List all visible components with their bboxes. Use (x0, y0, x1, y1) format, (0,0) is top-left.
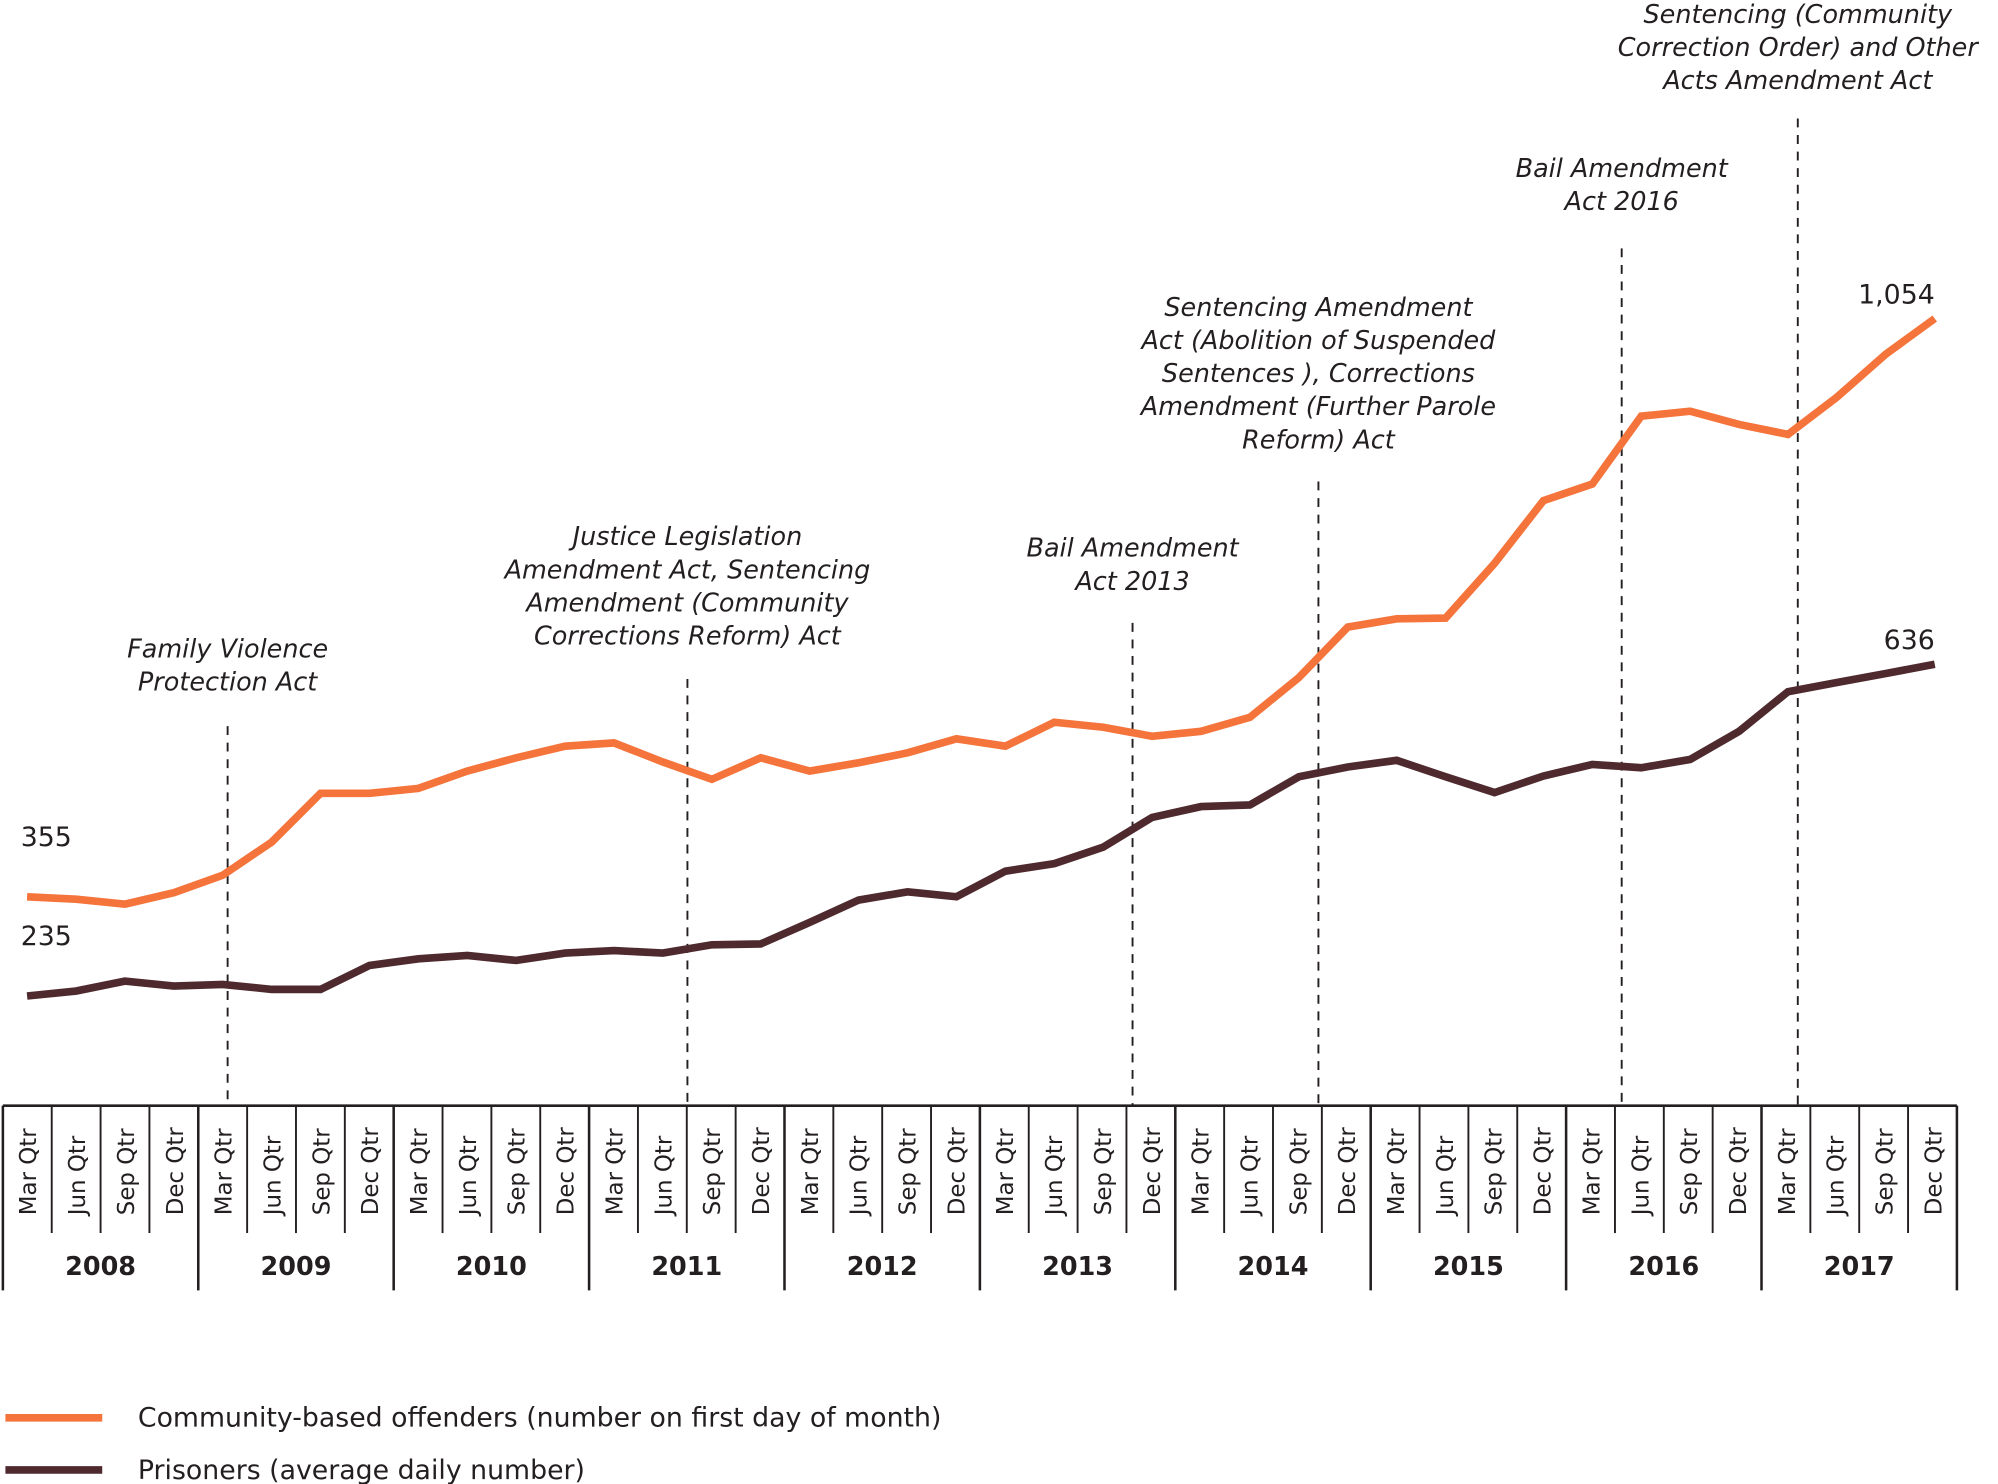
annotation-label: Act 2016 (1563, 187, 1679, 217)
year-tick-label: 2010 (456, 1252, 527, 1282)
annotation-label: Corrections Reform) Act (534, 622, 842, 652)
quarter-tick-label: Dec Qtr (358, 1127, 384, 1216)
quarter-tick-label: Mar Qtr (993, 1128, 1019, 1216)
year-tick-label: 2017 (1824, 1252, 1895, 1282)
quarter-tick-label: Dec Qtr (1921, 1127, 1947, 1216)
end-value-label: 1,054 (1858, 279, 1935, 310)
annotation-label: Justice Legislation (568, 522, 803, 552)
quarter-tick-label: Sep Qtr (1873, 1128, 1899, 1215)
quarter-tick-label: Sep Qtr (505, 1128, 531, 1215)
legend-label: Community-based offenders (number on fir… (138, 1403, 942, 1434)
quarter-tick-label: Jun Qtr (651, 1135, 677, 1217)
quarter-tick-label: Jun Qtr (847, 1135, 873, 1217)
quarter-tick-label: Sep Qtr (1482, 1128, 1508, 1215)
quarter-tick-label: Sep Qtr (896, 1128, 922, 1215)
quarter-tick-label: Mar Qtr (798, 1128, 824, 1216)
annotation-label: Amendment (Community (524, 588, 849, 618)
annotation-label: Sentencing Amendment (1164, 293, 1473, 323)
year-tick-label: 2012 (847, 1252, 918, 1282)
annotation-label: Reform) Act (1242, 425, 1396, 455)
annotation-label: Correction Order) and Other (1618, 33, 1980, 63)
quarter-tick-label: Dec Qtr (554, 1127, 580, 1216)
quarter-tick-label: Mar Qtr (1775, 1128, 1801, 1216)
year-tick-label: 2009 (261, 1252, 332, 1282)
quarter-tick-label: Jun Qtr (1628, 1135, 1654, 1217)
quarter-tick-label: Dec Qtr (1531, 1127, 1557, 1216)
quarter-tick-label: Mar Qtr (212, 1128, 238, 1216)
quarter-tick-label: Sep Qtr (1677, 1128, 1703, 1215)
series-line-prisoners (26, 660, 1936, 1000)
start-value-label: 355 (21, 822, 72, 853)
quarter-tick-label: Dec Qtr (163, 1127, 189, 1216)
year-tick-label: 2015 (1433, 1252, 1504, 1282)
annotation-label: Family Violence (127, 634, 328, 664)
legend-label: Prisoners (average daily number) (138, 1455, 585, 1484)
quarter-tick-label: Sep Qtr (309, 1128, 335, 1215)
start-value-label: 235 (21, 921, 72, 952)
annotation-label: Acts Amendment Act (1661, 66, 1933, 96)
annotation-label: Act (Abolition of Suspended (1139, 326, 1496, 356)
quarter-tick-label: Mar Qtr (1579, 1128, 1605, 1216)
quarter-tick-label: Mar Qtr (1384, 1128, 1410, 1216)
quarter-tick-label: Jun Qtr (1433, 1135, 1459, 1217)
quarter-tick-label: Jun Qtr (1824, 1135, 1850, 1217)
quarter-tick-label: Sep Qtr (700, 1128, 726, 1215)
annotation-label: Amendment Act, Sentencing (503, 555, 871, 585)
quarter-tick-label: Sep Qtr (1091, 1128, 1117, 1215)
quarter-tick-label: Dec Qtr (1335, 1127, 1361, 1216)
year-tick-label: 2014 (1238, 1252, 1309, 1282)
quarter-tick-label: Sep Qtr (114, 1128, 140, 1215)
quarter-tick-label: Mar Qtr (407, 1128, 433, 1216)
x-axis: Mar Qtr Jun Qtr Sep Qtr Dec Qtr Mar Qtr Jun Q… (1, 1104, 1959, 1291)
annotation-label: Bail Amendment (1026, 534, 1239, 564)
quarter-tick-label: Jun Qtr (1042, 1135, 1068, 1217)
annotation-label: Amendment (Further Parole (1139, 392, 1496, 422)
series-lines: 355 1,054 235 636 (21, 279, 1937, 1000)
quarter-tick-label: Jun Qtr (456, 1135, 482, 1217)
year-tick-label: 2008 (65, 1252, 136, 1282)
quarter-tick-label: Jun Qtr (1237, 1135, 1263, 1217)
series-line-community-offenders (26, 315, 1937, 909)
annotation-label: Sentences ), Corrections (1162, 359, 1475, 389)
quarter-tick-label: Jun Qtr (260, 1135, 286, 1217)
quarter-tick-label: Jun Qtr (65, 1135, 91, 1217)
annotation-label: Sentencing (Community (1643, 0, 1953, 30)
quarter-tick-label: Mar Qtr (602, 1128, 628, 1216)
annotation-label: Protection Act (138, 667, 318, 697)
end-value-label: 636 (1884, 625, 1935, 656)
year-tick-label: 2016 (1628, 1252, 1699, 1282)
quarter-tick-label: Dec Qtr (1140, 1127, 1166, 1216)
quarter-tick-label: Mar Qtr (1189, 1128, 1215, 1216)
year-tick-label: 2011 (651, 1252, 722, 1282)
quarter-tick-label: Mar Qtr (16, 1128, 42, 1216)
annotation-label: Act 2013 (1073, 567, 1189, 597)
annotation-label: Bail Amendment (1516, 154, 1729, 184)
quarter-tick-label: Dec Qtr (944, 1127, 970, 1216)
quarter-tick-label: Dec Qtr (749, 1127, 775, 1216)
legend: Community-based offenders (number on fir… (5, 1403, 941, 1484)
year-tick-label: 2013 (1042, 1252, 1113, 1282)
quarter-tick-label: Sep Qtr (1286, 1128, 1312, 1215)
quarter-tick-label: Dec Qtr (1726, 1127, 1752, 1216)
